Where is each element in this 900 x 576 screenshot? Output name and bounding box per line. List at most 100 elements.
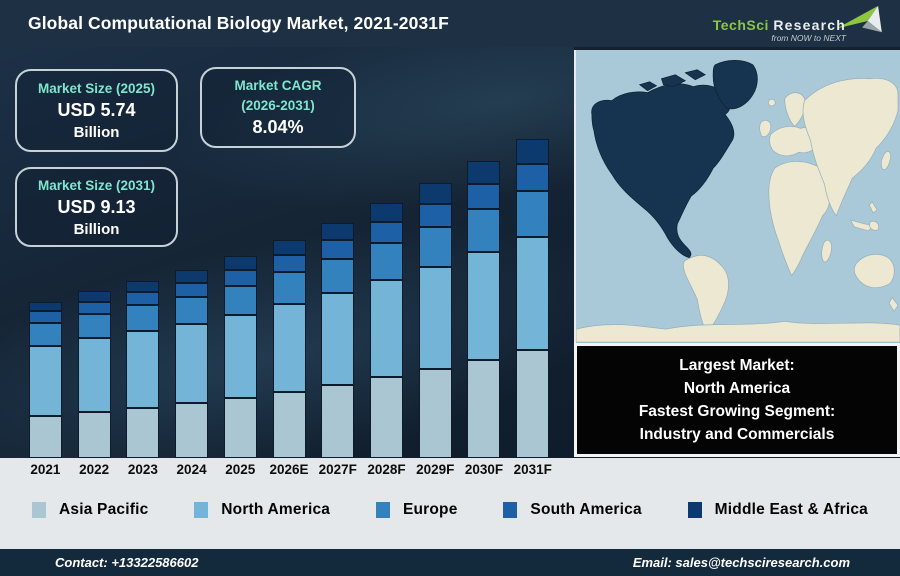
bar-segment-asia-pacific xyxy=(77,412,111,458)
main-area: Market Size (2025) USD 5.74 Billion Mark… xyxy=(0,47,900,458)
bar-segment-europe xyxy=(321,259,355,293)
stat-value: USD 9.13 xyxy=(57,196,136,217)
bar-segment-europe xyxy=(418,227,452,267)
email-text: Email: sales@techsciresearch.com xyxy=(632,555,850,570)
bar-segment-middle-east-africa xyxy=(321,223,355,240)
year-slot: 2027F xyxy=(313,462,362,477)
year-slot: 2023 xyxy=(118,462,167,477)
x-axis-label: 2030F xyxy=(464,462,504,477)
year-slot: 2029F xyxy=(411,462,460,477)
stat-unit: Billion xyxy=(73,124,120,141)
bar-segment-middle-east-africa xyxy=(467,161,501,184)
bar-slot xyxy=(167,118,216,458)
legend: Asia Pacific North America Europe South Ame… xyxy=(32,501,868,519)
stat-label: Market Size (2031) xyxy=(37,177,156,193)
stat-box-market-cagr: Market CAGR (2026-2031) 8.04% xyxy=(200,67,356,148)
stacked-bar-2028f xyxy=(370,203,403,458)
year-slot: 2028F xyxy=(362,462,411,477)
techsci-research-logo: TechSci Research from NOW to NEXT xyxy=(692,2,892,46)
title-bar: Global Computational Biology Market, 202… xyxy=(0,0,900,47)
bar-slot xyxy=(411,118,460,458)
map-region-arctic-islands xyxy=(638,81,658,92)
bar-segment-middle-east-africa xyxy=(126,281,160,292)
bar-slot xyxy=(313,118,362,458)
bar-slot xyxy=(362,118,411,458)
legend-label: Asia Pacific xyxy=(59,501,149,518)
stacked-bar-2024 xyxy=(175,270,209,458)
map-region-greenland xyxy=(712,59,758,110)
stacked-bar-2022 xyxy=(77,291,111,458)
bar-segment-middle-east-africa xyxy=(175,270,209,283)
callout-line: Fastest Growing Segment: xyxy=(638,403,836,420)
bar-segment-asia-pacific xyxy=(321,385,355,458)
bar-segment-south-america xyxy=(126,292,160,305)
bar-segment-europe xyxy=(516,191,550,237)
x-axis-label: 2028F xyxy=(367,462,406,477)
stat-value: 8.04% xyxy=(252,117,304,137)
bar-segment-asia-pacific xyxy=(418,369,452,458)
stacked-bar-2026e xyxy=(272,240,306,458)
bottom-strip: 2021 2022 2023 2024 2025 2026E 2027F 2028F 2029F… xyxy=(0,458,900,549)
bar-segment-north-america xyxy=(467,252,501,360)
bar-segment-middle-east-africa xyxy=(516,139,550,164)
callout-line: Largest Market: xyxy=(679,357,795,374)
stacked-bar-2029f xyxy=(418,183,452,458)
year-slot: 2026E xyxy=(265,462,314,477)
legend-swatch xyxy=(687,502,702,518)
map-region-japan xyxy=(880,151,891,171)
bar-segment-middle-east-africa xyxy=(370,203,403,222)
bar-segment-north-america xyxy=(77,338,111,412)
legend-item-south-america: South America xyxy=(503,501,642,519)
legend-label: South America xyxy=(530,501,642,518)
x-axis-label: 2021 xyxy=(30,462,61,477)
x-axis-label: 2029F xyxy=(416,462,455,477)
map-region-borneo xyxy=(869,221,879,231)
stacked-bar-2027f xyxy=(321,223,355,458)
bar-segment-north-america xyxy=(321,293,355,385)
page-title: Global Computational Biology Market, 202… xyxy=(28,13,449,33)
map-region-new-zealand xyxy=(888,296,899,312)
year-slot: 2031F xyxy=(508,462,557,477)
x-axis-label: 2024 xyxy=(176,462,207,477)
logo-brand-primary: TechSci xyxy=(712,17,769,33)
bar-segment-asia-pacific xyxy=(175,403,209,458)
bar-segment-south-america xyxy=(516,164,550,191)
map-region-asia xyxy=(802,78,899,217)
bar-segment-asia-pacific xyxy=(370,377,403,458)
legend-item-asia-pacific: Asia Pacific xyxy=(32,501,148,519)
legend-item-europe: Europe xyxy=(375,501,458,519)
x-axis-label: 2031F xyxy=(513,462,552,477)
map-highlight-north-america xyxy=(591,59,758,259)
map-region-philippines xyxy=(868,201,878,214)
bar-segment-asia-pacific xyxy=(467,360,501,458)
bar-segment-asia-pacific xyxy=(28,416,62,458)
year-slot: 2025 xyxy=(216,462,265,477)
bar-slot xyxy=(265,118,314,458)
map-region-arctic-islands xyxy=(661,74,687,88)
map-region-australia xyxy=(853,253,895,289)
chart-panel: Market Size (2025) USD 5.74 Billion Mark… xyxy=(0,47,574,458)
bar-segment-middle-east-africa xyxy=(28,302,62,311)
bar-segment-north-america xyxy=(370,280,403,377)
callout-line: North America xyxy=(683,380,791,397)
logo-brand: TechSci Research xyxy=(713,17,846,35)
bar-segment-south-america xyxy=(418,204,452,227)
year-slot: 2024 xyxy=(167,462,216,477)
bar-segment-europe xyxy=(223,286,257,315)
callout-box: Largest Market: North America Fastest Gr… xyxy=(574,343,900,457)
bar-slot xyxy=(508,118,557,458)
stat-value: USD 5.74 xyxy=(57,100,136,120)
stat-unit: Billion xyxy=(73,220,120,238)
callout-line: Industry and Commercials xyxy=(639,426,835,443)
x-axis-label: 2025 xyxy=(225,462,256,477)
bar-segment-north-america xyxy=(175,324,209,403)
x-axis-label: 2026E xyxy=(269,462,309,477)
contact-text: Contact: +13322586602 xyxy=(55,555,199,570)
stat-label: Market Size (2025) xyxy=(37,81,156,96)
world-map-svg xyxy=(576,50,900,343)
map-region-uk xyxy=(759,120,772,138)
bar-segment-asia-pacific xyxy=(272,392,306,458)
bar-segment-europe xyxy=(77,314,111,338)
map-region-iceland xyxy=(767,98,776,107)
